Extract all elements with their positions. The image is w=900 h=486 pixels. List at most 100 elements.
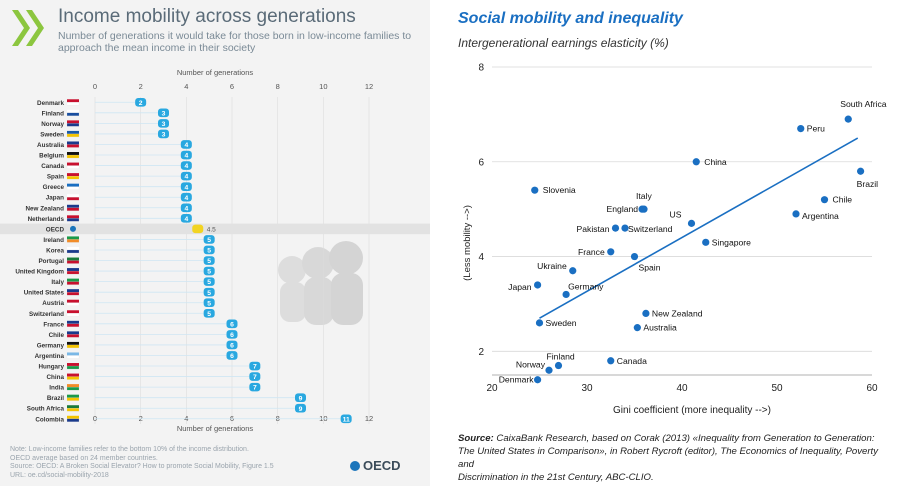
flag-icon (66, 355, 80, 359)
bar-value-label: 6 (230, 353, 234, 360)
flag-icon (67, 320, 79, 324)
scatter-point (630, 252, 639, 261)
bar-value-marker (203, 308, 215, 318)
scatter-point (621, 224, 629, 232)
scatter-point-label: Australia (643, 323, 677, 333)
bar-value-marker (158, 108, 169, 118)
bar-top-tick-label: 12 (365, 82, 373, 91)
flag-icon (67, 384, 79, 388)
flag-icon (67, 99, 79, 103)
scatter-point (569, 267, 577, 275)
flag-icon (66, 154, 80, 159)
scatter-point-label: China (704, 157, 727, 167)
scatter-y-axis-title: (Less mobility -->) (462, 205, 473, 281)
flag-icon (67, 130, 79, 134)
scatter-point-label: England (607, 204, 639, 214)
flag-icon (66, 207, 80, 211)
scatter-point-label: France (578, 247, 605, 257)
bar-category-label: Denmark (37, 100, 64, 107)
bar-category-label: Brazil (47, 395, 64, 402)
scatter-point-label: Spain (639, 263, 661, 273)
scatter-point (611, 224, 620, 232)
bar-category-label: Sweden (40, 131, 64, 138)
source-text: CaixaBank Research, based on Corak (2013… (496, 433, 875, 444)
flag-icon (66, 133, 80, 138)
bar-category-label: Italy (51, 279, 64, 286)
flag-icon (66, 239, 80, 243)
bar-category-label: Greece (43, 184, 65, 191)
flag-icon (67, 257, 79, 261)
bar-value-label: 4 (184, 174, 188, 181)
flag-icon (67, 394, 79, 398)
flag-icon (67, 415, 79, 419)
bar-value-marker (180, 161, 192, 170)
scatter-x-axis-title: Gini coefficient (more inequality -->) (613, 405, 771, 416)
oecd-panel: Income mobility across generations Numbe… (0, 0, 430, 486)
bar-bottom-tick-label: 12 (365, 414, 373, 423)
scatter-point (687, 219, 696, 227)
bar-value-label: 6 (230, 332, 234, 339)
scatter-point (607, 357, 615, 365)
flag-icon (67, 141, 79, 145)
bar-category-label: Spain (47, 174, 64, 181)
flag-icon (66, 397, 80, 401)
flag-icon (66, 218, 80, 222)
bar-value-marker (340, 414, 352, 424)
bar-value-marker (203, 277, 215, 286)
flag-icon (66, 123, 80, 127)
left-note: Note: Low-income families refer to the b… (10, 446, 310, 480)
bar-value-label: 5 (207, 311, 211, 318)
scatter-point-label: US (670, 209, 682, 219)
bar-value-marker (226, 351, 238, 360)
flag-icon (66, 408, 80, 412)
flag-icon (66, 249, 80, 254)
note-line: URL: oe.cd/social-mobility-2018 (10, 471, 109, 479)
bar-category-label: Hungary (38, 364, 64, 371)
flag-icon (67, 373, 79, 377)
caixabank-panel: Social mobility and inequality Intergene… (440, 0, 900, 486)
bar-category-label: Austria (42, 300, 64, 307)
bar-category-label: United States (24, 290, 65, 297)
bar-category-label: Chile (49, 332, 65, 339)
bar-category-label: China (47, 374, 65, 381)
oecd-logo-icon (350, 461, 360, 471)
bar-category-label: Japan (46, 195, 64, 202)
scatter-point (844, 115, 852, 123)
bar-value-marker (158, 129, 169, 139)
flag-icon (67, 289, 79, 293)
scatter-point (642, 309, 650, 317)
flag-icon (67, 246, 79, 250)
source-line: Source: CaixaBank Research, based on Cor… (458, 432, 888, 445)
scatter-point (702, 238, 710, 246)
scatter-point-label: Brazil (857, 179, 879, 189)
scatter-x-tick-label: 30 (581, 383, 593, 394)
bar-value-marker (180, 203, 192, 213)
right-chart-title: Social mobility and inequality (458, 10, 683, 27)
flag-icon (67, 268, 79, 272)
flag-icon (66, 344, 80, 349)
scatter-point-label: Peru (807, 124, 825, 134)
scatter-y-tick-label: 8 (478, 63, 484, 74)
bar-category-label: Finland (42, 110, 65, 117)
bar-value-label: 5 (207, 269, 211, 276)
scatter-point (545, 366, 553, 374)
flag-icon (66, 197, 80, 201)
bar-category-label: Ireland (43, 237, 64, 244)
flag-icon (67, 299, 79, 303)
scatter-point (857, 167, 865, 175)
note-line: Note: Low-income families refer to the b… (10, 446, 249, 453)
bar-category-label: Switzerland (29, 311, 64, 318)
scatter-point-label: Denmark (499, 375, 535, 385)
left-chart-title: Income mobility across generations (58, 6, 356, 27)
scatter-point-label: Italy (636, 191, 652, 201)
flag-icon (66, 292, 80, 296)
oecd-logo: OECD (350, 458, 401, 473)
flag-icon (66, 302, 80, 306)
scatter-point (562, 290, 570, 299)
note-line: Source: OECD: A Broken Social Elevator? … (10, 463, 274, 470)
scatter-point-label: Japan (508, 282, 532, 292)
scatter-x-tick-label: 50 (771, 383, 783, 394)
flag-icon (67, 183, 79, 187)
bar-category-label: United Kingdom (15, 269, 64, 276)
bar-value-label: 2 (139, 100, 143, 107)
